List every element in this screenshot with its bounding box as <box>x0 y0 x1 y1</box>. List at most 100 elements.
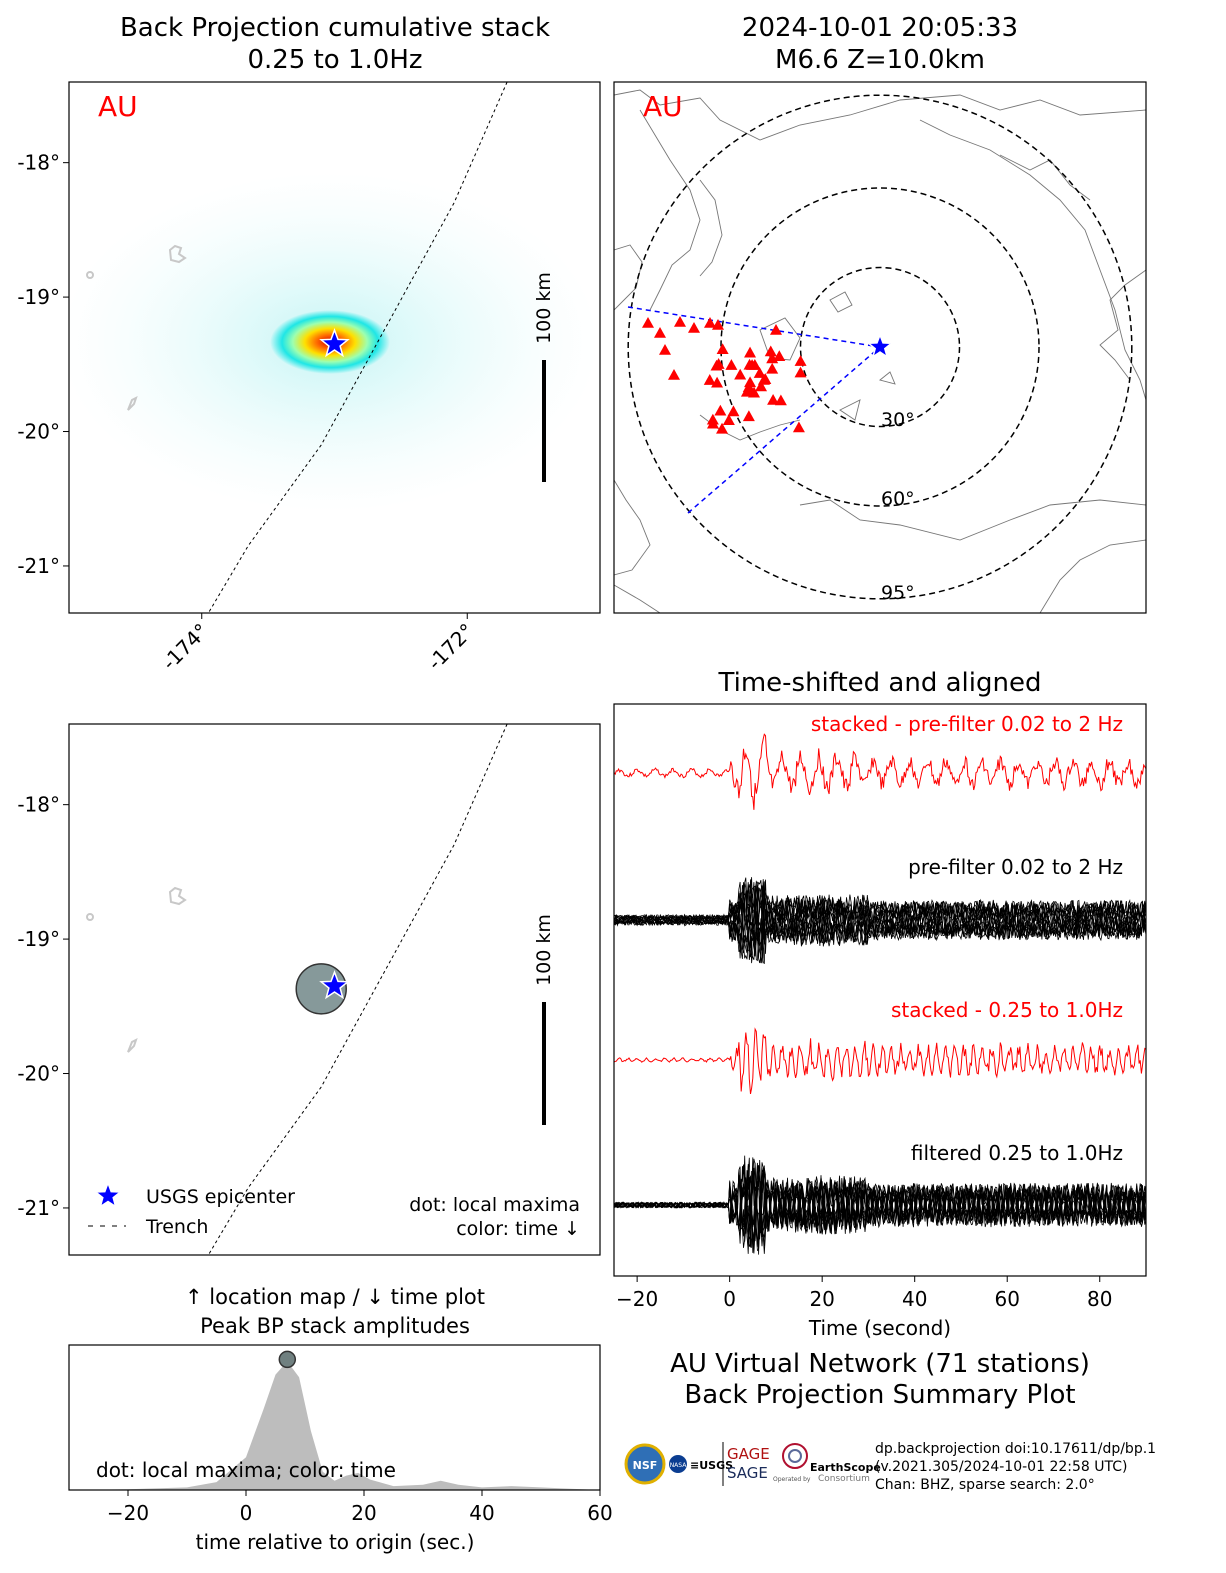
legend-epicenter-label: USGS epicenter <box>146 1186 295 1208</box>
station-triangle <box>744 376 757 388</box>
island-outline <box>168 886 187 906</box>
ring-label-95: 95° <box>881 582 915 604</box>
x-tick-label: 60 <box>994 1287 1019 1311</box>
y-tick-label: -20° <box>17 1062 60 1086</box>
station-triangle <box>674 316 686 327</box>
nsf-logo-text: NSF <box>633 1459 658 1472</box>
waveform-trace <box>614 885 1146 962</box>
x-tick-label: −20 <box>616 1287 658 1311</box>
y-tick-label: -19° <box>17 285 60 309</box>
x-tick-label: 0 <box>723 1287 736 1311</box>
station-triangle <box>742 410 755 422</box>
y-tick-label: -18° <box>17 793 60 817</box>
peak-amplitude-panel: ↑ location map / ↓ time plot Peak BP sta… <box>68 1285 613 1554</box>
station-triangle <box>767 393 780 405</box>
station-triangle <box>727 405 740 417</box>
station-triangle <box>706 417 719 429</box>
event-datetime: 2024-10-01 20:05:33 <box>742 13 1018 43</box>
event-map-frame <box>613 81 1147 614</box>
station-triangle <box>755 380 768 392</box>
ring-label-60: 60° <box>881 488 915 510</box>
waveform-trace <box>614 733 1146 810</box>
coastlines <box>614 89 1146 613</box>
nasa-logo-text: NASA <box>670 1462 688 1469</box>
bp-network-tag: AU <box>98 90 138 123</box>
earthscope-text: EarthScope <box>810 1461 881 1474</box>
station-triangle <box>704 317 716 328</box>
station-triangle <box>746 359 759 370</box>
earthscope-logo-inner <box>788 1449 802 1463</box>
x-tick-label: 60 <box>587 1501 612 1525</box>
station-triangle <box>725 359 738 370</box>
station-triangle <box>716 343 729 355</box>
peak-maximum-dot <box>278 1350 297 1369</box>
event-network-tag: AU <box>643 90 683 123</box>
station-triangle <box>659 344 671 355</box>
island-dot <box>86 271 94 279</box>
peak-frame <box>68 1344 601 1491</box>
waveform-title: Time-shifted and aligned <box>718 668 1042 698</box>
consortium-text: Consortium <box>818 1474 870 1484</box>
distance-rings <box>627 94 1133 600</box>
waveform-trace <box>614 1170 1146 1248</box>
peak-xlabel: time relative to origin (sec.) <box>196 1530 475 1554</box>
earthscope-logo <box>782 1443 808 1469</box>
local-maxima-frame <box>68 723 601 1256</box>
waveform-traces <box>614 733 1146 1255</box>
station-triangle <box>716 422 729 434</box>
trace-label-stacked-prefilter: stacked - pre-filter 0.02 to 2 Hz <box>811 712 1123 736</box>
island-outline <box>168 244 187 264</box>
y-tick-label: -20° <box>17 420 60 444</box>
waveform-trace <box>614 882 1146 964</box>
x-tick-label: −20 <box>107 1501 149 1525</box>
summary-block: AU Virtual Network (71 stations) Back Pr… <box>624 1349 1156 1493</box>
bp-stack-panel: Back Projection cumulative stack 0.25 to… <box>17 13 601 675</box>
x-tick-label: 40 <box>902 1287 927 1311</box>
x-tick-label: 0 <box>240 1501 253 1525</box>
trench-line <box>207 724 508 1255</box>
y-tick-label: -21° <box>17 1196 60 1220</box>
nasa-logo <box>669 1455 687 1473</box>
y-tick-label: -19° <box>17 927 60 951</box>
distance-ring-30 <box>799 266 961 428</box>
station-triangle <box>712 358 725 369</box>
waveform-trace <box>614 1027 1146 1094</box>
channel-info: Chan: BHZ, sparse search: 2.0° <box>875 1477 1095 1493</box>
x-tick-label: 20 <box>809 1287 834 1311</box>
x-tick-label: 40 <box>469 1501 494 1525</box>
x-tick-label: 80 <box>1087 1287 1112 1311</box>
waveform-x-ticks: −20 0 20 40 60 80 <box>616 1276 1112 1311</box>
station-triangle <box>794 366 807 378</box>
station-triangle <box>753 367 766 378</box>
station-triangle <box>688 322 700 333</box>
epicenter-star <box>319 327 350 358</box>
station-triangle <box>794 355 807 366</box>
island-small <box>127 396 138 411</box>
peak-x-ticks: −20 0 20 40 60 <box>107 1490 613 1525</box>
ring-label-30: 30° <box>881 409 915 431</box>
scale-bar-label: 100 km <box>533 914 555 986</box>
station-triangle <box>792 421 805 433</box>
station-triangle <box>654 327 666 338</box>
legend-star-icon <box>93 1180 123 1209</box>
operated-by-text: Operated by <box>773 1476 811 1483</box>
epicenter-star <box>319 969 350 1000</box>
x-tick-label: 20 <box>351 1501 376 1525</box>
event-map-panel: 2024-10-01 20:05:33 M6.6 Z=10.0km <box>613 13 1147 614</box>
local-maxima-panel: 100 km USGS epicenter Trench dot: local … <box>17 723 601 1256</box>
trench-line <box>207 82 508 613</box>
usgs-epicenter-star <box>319 969 350 1000</box>
product-version: (v.2021.305/2024-10-01 22:58 UTC) <box>875 1459 1127 1475</box>
station-triangle <box>714 404 727 416</box>
station-triangle <box>703 374 716 385</box>
nsf-logo <box>624 1443 666 1485</box>
y-tick-label: -21° <box>17 554 60 578</box>
trace-label-filtered: filtered 0.25 to 1.0Hz <box>911 1141 1123 1165</box>
usgs-logo-text: ≡USGS <box>690 1459 733 1472</box>
station-triangle <box>773 350 786 362</box>
island-dot <box>86 913 94 921</box>
summary-line2: Back Projection Summary Plot <box>684 1380 1075 1410</box>
gage-logo: GAGE <box>727 1445 770 1463</box>
waveform-frame <box>613 703 1147 1277</box>
